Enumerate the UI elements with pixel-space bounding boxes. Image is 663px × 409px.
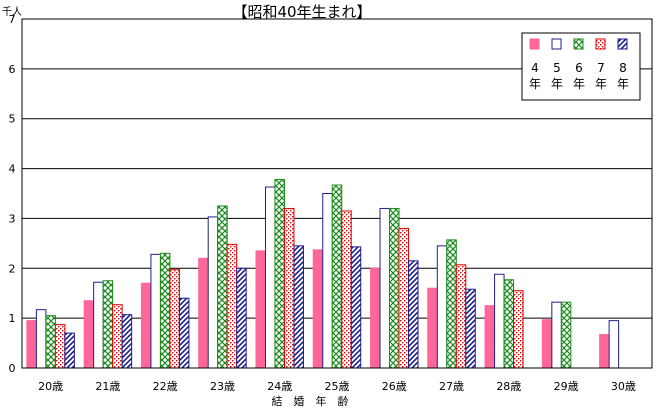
bar-5年-20歳 — [35, 309, 47, 369]
bar-6年-23歳 — [217, 205, 228, 369]
x-tick-label: 29歳 — [554, 380, 579, 393]
x-tick-label: 30歳 — [611, 380, 636, 393]
bar-5年-26歳 — [379, 207, 391, 369]
bar-4年-24歳 — [255, 250, 266, 369]
y-tick-label: 1 — [9, 312, 16, 325]
bar-7年-20歳 — [54, 324, 66, 369]
x-tick-label: 21歳 — [95, 380, 120, 393]
bar-4年-23歳 — [198, 257, 209, 369]
bar-6年-24歳 — [274, 179, 285, 369]
bar-6年-27歳 — [446, 239, 457, 369]
bar-7年-25歳 — [341, 210, 352, 369]
bar-5年-23歳 — [207, 216, 219, 369]
bar-6年-21歳 — [102, 280, 114, 369]
legend-swatch — [551, 38, 562, 50]
bar-4年-27歳 — [427, 287, 438, 369]
legend: 4 年 5 年 6 年 7 年 8 年 — [521, 32, 641, 101]
legend-swatch — [595, 38, 606, 50]
bar-8年-27歳 — [465, 288, 476, 369]
bar-6年-25歳 — [331, 184, 343, 369]
bar-5年-22歳 — [150, 253, 161, 369]
y-tick-label: 0 — [9, 362, 16, 375]
axis-layer: 0 1 2 3 4 5 6 7 20歳 21歳 22歳 23歳 24歳 25歳 26歳 27歳 28歳 29歳 30… — [9, 13, 653, 393]
bar-4年-30歳 — [599, 334, 610, 369]
bar-6年-20歳 — [45, 315, 56, 369]
bar-4年-22歳 — [140, 282, 152, 369]
legend-swatch — [617, 38, 628, 50]
chart-title: 【昭和40年生まれ】 — [232, 3, 371, 21]
y-tick-label: 6 — [9, 63, 16, 76]
bar-4年-20歳 — [26, 320, 37, 369]
y-tick-label: 3 — [9, 212, 16, 225]
bar-6年-22歳 — [159, 252, 171, 369]
plot-area — [21, 18, 653, 369]
bar-4年-29歳 — [541, 319, 553, 369]
x-tick-label: 23歳 — [210, 380, 235, 393]
bar-8年-26歳 — [408, 260, 419, 369]
bar-4年-26歳 — [370, 267, 381, 369]
bar-6年-26歳 — [389, 207, 400, 369]
bar-7年-26歳 — [398, 227, 410, 369]
x-tick-label: 24歳 — [267, 380, 292, 393]
bar-4年-21歳 — [83, 300, 95, 369]
bars-layer — [26, 179, 620, 369]
bar-5年-29歳 — [551, 301, 562, 369]
bar-5年-28歳 — [494, 273, 505, 369]
x-tick-label: 25歳 — [325, 380, 350, 393]
bar-4年-25歳 — [312, 249, 324, 369]
bar-8年-22歳 — [178, 297, 190, 369]
bar-5年-25歳 — [322, 193, 333, 369]
bar-7年-22歳 — [169, 268, 180, 369]
y-axis-label: 千人 — [2, 6, 22, 18]
y-tick-label: 2 — [9, 262, 16, 275]
x-tick-label: 26歳 — [382, 380, 407, 393]
bar-6年-29歳 — [560, 301, 572, 369]
bar-5年-24歳 — [264, 186, 276, 369]
y-tick-label: 7 — [9, 13, 16, 26]
bar-8年-21歳 — [121, 314, 133, 369]
x-tick-label: 28歳 — [496, 380, 521, 393]
legend-swatch — [573, 38, 584, 50]
x-tick-label: 22歳 — [153, 380, 178, 393]
bar-8年-23歳 — [236, 267, 247, 369]
legend-swatch — [529, 38, 540, 50]
bar-8年-20歳 — [64, 332, 75, 369]
bar-5年-30歳 — [608, 320, 620, 369]
bar-7年-24歳 — [283, 207, 295, 369]
bar-8年-25歳 — [350, 246, 362, 369]
x-tick-label: 27歳 — [439, 380, 464, 393]
x-axis-label: 結 婚 年 齢 — [272, 394, 349, 408]
y-tick-label: 4 — [9, 163, 16, 176]
bar-7年-28歳 — [513, 290, 524, 369]
bar-8年-24歳 — [293, 245, 304, 369]
bar-5年-21歳 — [93, 281, 104, 369]
bar-7年-27歳 — [455, 264, 467, 369]
bar-7年-23歳 — [226, 243, 238, 369]
y-tick-label: 5 — [9, 113, 16, 126]
x-tick-label: 20歳 — [38, 380, 63, 393]
bar-4年-28歳 — [484, 305, 496, 369]
bar-6年-28歳 — [503, 279, 515, 369]
bar-5年-27歳 — [436, 245, 448, 369]
bar-7年-21歳 — [112, 304, 123, 369]
